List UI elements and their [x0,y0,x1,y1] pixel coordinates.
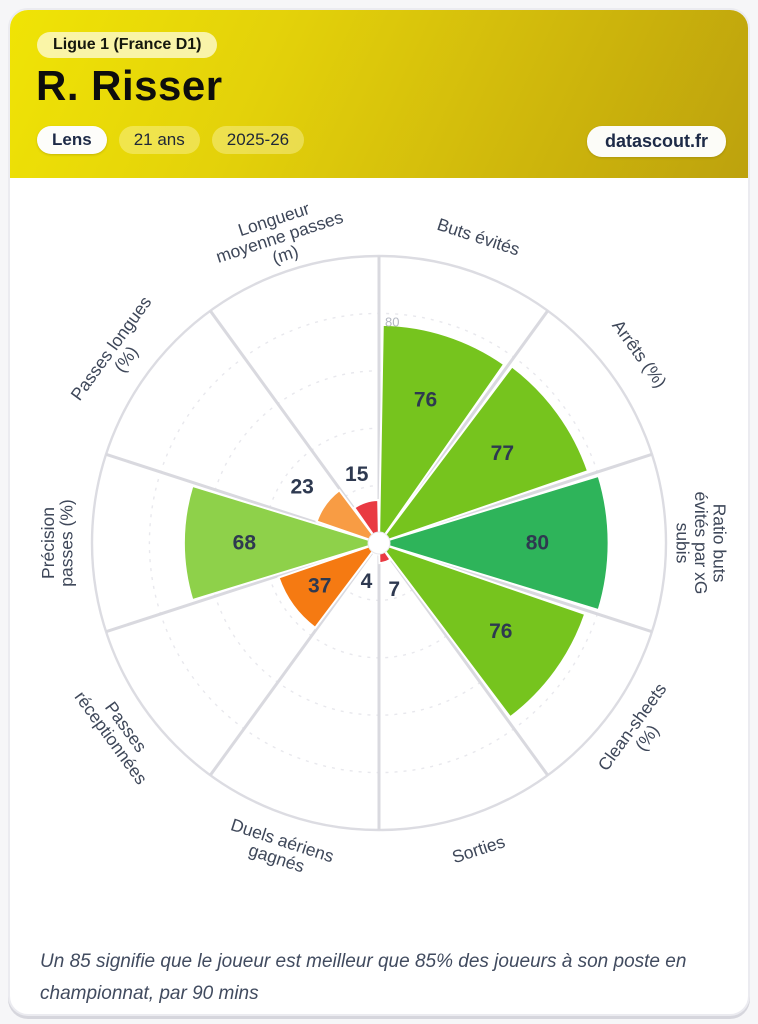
axis-label: Précisionpasses (%) [38,499,77,587]
sector-value-label: 76 [414,388,437,411]
axis-label: Longueurmoyenne passes(m) [208,189,352,284]
chart-sector [277,540,382,630]
player-name: R. Risser [36,62,223,109]
season-pill: 2025-26 [211,126,305,154]
card-header: Ligue 1 (France D1) R. Risser Lens 21 an… [10,10,748,178]
pizza-chart: 80 76 77 80 76 74 37 68 23 15 Buts évités Arrêts (%… [38,189,730,876]
chart-sector [376,540,587,719]
axis-label: Buts évités [435,214,523,260]
chart-sector [352,498,381,547]
league-badge: Ligue 1 (France D1) [37,32,218,58]
axis-label: Arrêts (%) [608,316,670,391]
sector-value-label: 4 [361,570,373,593]
info-pill-row: Lens 21 ans 2025-26 [37,126,305,154]
axis-label: Clean-sheets(%) [594,679,686,785]
sector-value-label: 80 [526,532,549,555]
axis-label: Ratio butsévités par xGsubis [673,491,730,594]
axis-label: Passes longues(%) [67,292,171,415]
sector-value-label: 37 [308,575,331,598]
chart-sector [315,488,382,546]
grid-tick-label: 80 [385,314,399,329]
footnote-text: Un 85 signifie que le joueur est meilleu… [40,951,687,1004]
sector-value-label: 7 [388,578,400,601]
chart-sector [377,323,506,547]
axis-label: Passesréceptionnées [71,677,167,789]
team-pill: Lens [37,126,107,154]
player-card: Ligue 1 (France D1) R. Risser Lens 21 an… [8,8,750,1016]
axis-label: Sorties [450,831,508,867]
chart-sector [182,484,383,602]
sector-value-label: 76 [489,620,512,643]
sector-value-label: 23 [290,476,313,499]
sector-value-label: 68 [233,532,257,555]
sector-value-label: 15 [345,463,369,486]
center-dot [367,531,391,555]
chart-sector [376,365,590,546]
age-pill: 21 ans [118,126,200,154]
brand-pill: datascout.fr [586,126,726,157]
chart-area: 80 76 77 80 76 7 4 37 68 23 15 Buts évités Arrêts (%… [10,178,748,940]
sector-value-label: 77 [491,442,514,465]
chart-sector [375,474,610,612]
